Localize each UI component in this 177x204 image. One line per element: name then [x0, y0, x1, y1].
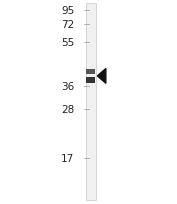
Text: 17: 17 — [61, 153, 74, 163]
Bar — [86, 70, 95, 75]
Polygon shape — [97, 69, 106, 84]
Text: 28: 28 — [61, 104, 74, 114]
Text: 55: 55 — [61, 38, 74, 48]
Text: 36: 36 — [61, 82, 74, 92]
Text: 95: 95 — [61, 6, 74, 16]
Bar — [86, 4, 96, 200]
Bar — [86, 78, 95, 83]
Text: 72: 72 — [61, 20, 74, 29]
